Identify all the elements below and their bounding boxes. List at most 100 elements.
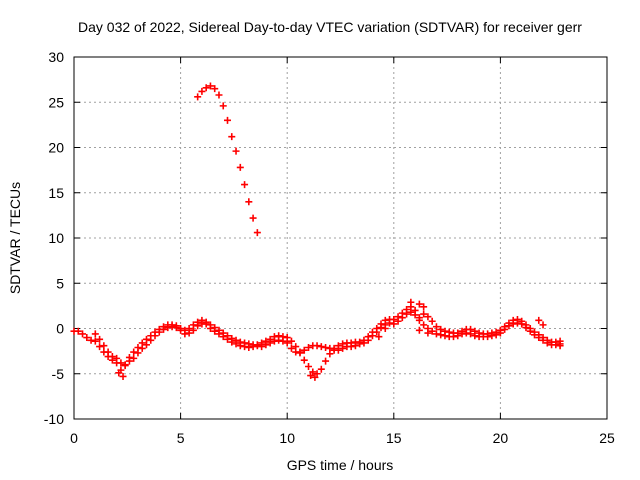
data-point: [339, 344, 347, 352]
data-point: [91, 330, 99, 338]
data-point: [249, 214, 257, 222]
series-arc-high: [194, 82, 261, 237]
data-point: [377, 324, 385, 332]
data-point: [462, 329, 470, 337]
data-point: [428, 327, 436, 335]
data-point: [228, 133, 236, 141]
data-point: [360, 339, 368, 347]
data-point: [245, 198, 253, 206]
data-point: [437, 331, 445, 339]
data-point: [219, 333, 227, 341]
data-point: [322, 344, 330, 352]
data-point: [241, 343, 249, 351]
data-point: [420, 310, 428, 318]
data-point: [130, 348, 138, 356]
data-point: [311, 373, 319, 381]
data-point: [386, 319, 394, 327]
data-point: [241, 181, 249, 189]
data-point: [96, 335, 104, 343]
data-point: [441, 332, 449, 340]
data-point: [258, 343, 266, 351]
data-point: [522, 324, 530, 332]
data-point: [211, 327, 219, 335]
x-tick-label: 15: [386, 430, 402, 446]
data-point: [492, 331, 500, 339]
y-tick-label: 0: [56, 321, 64, 337]
data-point: [172, 322, 180, 330]
series-main: [70, 303, 564, 378]
data-point: [249, 343, 257, 351]
data-point: [194, 322, 202, 330]
data-point: [539, 336, 547, 344]
x-tick-label: 5: [177, 430, 185, 446]
data-point: [104, 353, 112, 361]
data-point: [87, 336, 95, 344]
grid: [74, 57, 607, 419]
data-point: [142, 335, 150, 343]
data-point: [415, 326, 423, 334]
data-point: [147, 332, 155, 340]
data-point: [266, 339, 274, 347]
data-point: [300, 346, 308, 354]
data-point: [100, 342, 108, 350]
data-point: [428, 317, 436, 325]
data-point: [245, 344, 253, 352]
y-tick-label: 20: [48, 140, 64, 156]
data-point: [177, 326, 185, 334]
data-point: [454, 332, 462, 340]
data-point: [509, 320, 517, 328]
data-point: [432, 330, 440, 338]
data-point: [236, 342, 244, 350]
data-point: [79, 330, 87, 338]
x-tick-label: 20: [493, 430, 509, 446]
y-axis-label: SDTVAR / TECUs: [7, 182, 23, 294]
y-tick-label: 15: [48, 185, 64, 201]
data-point: [211, 85, 219, 93]
data-point: [262, 341, 270, 349]
data-point: [505, 322, 513, 330]
data-point: [113, 359, 121, 367]
data-point: [215, 330, 223, 338]
data-point: [552, 341, 560, 349]
series-sparse: [115, 298, 564, 381]
data-point: [155, 325, 163, 333]
data-point: [296, 348, 304, 356]
data-point: [415, 316, 423, 324]
data-point: [424, 313, 432, 321]
axis-ticks: 0 5 10 15 20 25 -10 -5 0 5 10 15 20 25 30: [44, 49, 615, 446]
data-point: [449, 333, 457, 341]
data-point: [202, 84, 210, 92]
data-point: [253, 342, 261, 350]
data-point: [458, 330, 466, 338]
data-point: [202, 320, 210, 328]
chart-title: Day 032 of 2022, Sidereal Day-to-day VTE…: [78, 19, 582, 35]
data-point: [484, 333, 492, 341]
data-point: [305, 344, 313, 352]
data-point: [420, 321, 428, 329]
data-point: [317, 343, 325, 351]
data-point: [488, 332, 496, 340]
data-point: [185, 329, 193, 337]
data-point: [467, 330, 475, 338]
data-point: [531, 331, 539, 339]
data-point: [334, 346, 342, 354]
data-point: [138, 339, 146, 347]
x-tick-label: 10: [279, 430, 295, 446]
data-point: [115, 369, 123, 377]
data-point: [287, 337, 295, 345]
data-point: [160, 323, 168, 331]
data-point: [368, 332, 376, 340]
data-point: [403, 310, 411, 318]
data-point: [313, 342, 321, 350]
data-point: [526, 327, 534, 335]
data-point: [279, 337, 287, 345]
data-point: [305, 363, 313, 371]
data-point: [228, 338, 236, 346]
data-point: [535, 316, 543, 324]
data-point: [125, 353, 133, 361]
y-tick-label: 25: [48, 94, 64, 110]
data-point: [411, 311, 419, 319]
data-point: [432, 323, 440, 331]
data-point: [398, 314, 406, 322]
